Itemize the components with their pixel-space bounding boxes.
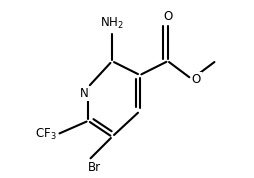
Text: NH$_2$: NH$_2$ — [100, 16, 124, 31]
Text: CF$_3$: CF$_3$ — [35, 127, 56, 142]
Text: O: O — [192, 73, 201, 86]
Text: N: N — [80, 87, 88, 100]
Text: Br: Br — [88, 161, 101, 174]
Text: O: O — [163, 10, 172, 23]
